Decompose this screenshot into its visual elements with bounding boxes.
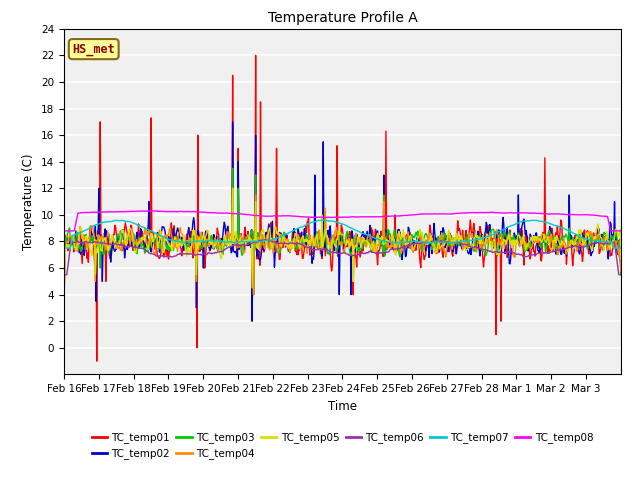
TC_temp03 (94, 243, 102, 249)
Text: HS_met: HS_met (72, 43, 115, 56)
TC_temp04 (415, 245, 423, 251)
TC_temp03 (617, 270, 625, 276)
Line: TC_temp03: TC_temp03 (64, 168, 621, 295)
TC_temp07 (384, 239, 392, 245)
TC_temp02 (399, 240, 407, 246)
TC_temp01 (95, 230, 102, 236)
Line: TC_temp08: TC_temp08 (64, 211, 621, 231)
TC_temp03 (399, 241, 407, 247)
TC_temp08 (415, 211, 423, 217)
Line: TC_temp02: TC_temp02 (64, 122, 621, 321)
TC_temp03 (484, 247, 492, 253)
TC_temp05 (483, 231, 491, 237)
TC_temp01 (60, 267, 68, 273)
TC_temp04 (60, 297, 68, 303)
X-axis label: Time: Time (328, 400, 357, 413)
TC_temp08 (617, 228, 625, 234)
TC_temp04 (399, 247, 406, 253)
TC_temp06 (262, 237, 269, 242)
TC_temp01 (617, 272, 625, 277)
TC_temp08 (147, 208, 154, 214)
TC_temp04 (94, 232, 102, 238)
TC_temp07 (415, 239, 423, 245)
TC_temp05 (415, 233, 423, 239)
TC_temp01 (93, 358, 100, 364)
TC_temp02 (484, 236, 492, 242)
TC_temp08 (94, 209, 102, 215)
TC_temp04 (229, 185, 237, 191)
Title: Temperature Profile A: Temperature Profile A (268, 11, 417, 25)
TC_temp08 (384, 213, 392, 219)
TC_temp08 (483, 210, 491, 216)
TC_temp01 (399, 244, 407, 250)
TC_temp01 (385, 237, 392, 242)
Line: TC_temp01: TC_temp01 (64, 55, 621, 361)
TC_temp05 (617, 256, 625, 262)
TC_temp01 (252, 52, 259, 58)
TC_temp07 (483, 234, 491, 240)
TC_temp03 (250, 292, 257, 298)
TC_temp07 (94, 221, 102, 227)
TC_temp03 (385, 227, 392, 233)
Line: TC_temp04: TC_temp04 (64, 188, 621, 300)
TC_temp08 (60, 228, 68, 234)
TC_temp06 (617, 272, 625, 277)
TC_temp08 (399, 213, 406, 218)
TC_temp05 (384, 239, 392, 244)
TC_temp07 (617, 245, 625, 251)
TC_temp03 (541, 241, 548, 247)
TC_temp02 (248, 318, 256, 324)
TC_temp02 (416, 236, 424, 242)
TC_temp06 (415, 240, 423, 246)
TC_temp06 (540, 250, 548, 256)
TC_temp04 (483, 240, 491, 246)
TC_temp02 (60, 276, 68, 281)
Legend: TC_temp01, TC_temp02, TC_temp03, TC_temp04, TC_temp05, TC_temp06, TC_temp07, TC_: TC_temp01, TC_temp02, TC_temp03, TC_temp… (87, 428, 598, 463)
TC_temp05 (540, 231, 548, 237)
TC_temp03 (229, 166, 237, 171)
Line: TC_temp07: TC_temp07 (64, 220, 621, 248)
TC_temp06 (384, 249, 392, 255)
TC_temp02 (541, 237, 548, 242)
TC_temp07 (60, 245, 68, 251)
TC_temp07 (318, 217, 326, 223)
Line: TC_temp06: TC_temp06 (64, 240, 621, 275)
TC_temp03 (416, 233, 424, 239)
TC_temp02 (385, 240, 392, 245)
Line: TC_temp05: TC_temp05 (64, 188, 621, 300)
TC_temp06 (483, 247, 491, 253)
TC_temp07 (540, 219, 548, 225)
TC_temp05 (60, 297, 68, 303)
TC_temp05 (94, 241, 102, 247)
TC_temp04 (384, 240, 392, 246)
Y-axis label: Temperature (C): Temperature (C) (22, 153, 35, 250)
TC_temp07 (399, 239, 406, 245)
TC_temp02 (94, 229, 102, 235)
TC_temp06 (60, 272, 68, 277)
TC_temp05 (229, 185, 237, 191)
TC_temp01 (541, 155, 548, 161)
TC_temp06 (399, 244, 406, 250)
TC_temp03 (60, 290, 68, 296)
TC_temp01 (484, 224, 492, 229)
TC_temp08 (540, 211, 548, 216)
TC_temp02 (617, 271, 625, 276)
TC_temp01 (416, 260, 424, 265)
TC_temp04 (540, 233, 548, 239)
TC_temp04 (617, 268, 625, 274)
TC_temp06 (94, 239, 102, 245)
TC_temp02 (229, 119, 237, 125)
TC_temp05 (399, 231, 406, 237)
